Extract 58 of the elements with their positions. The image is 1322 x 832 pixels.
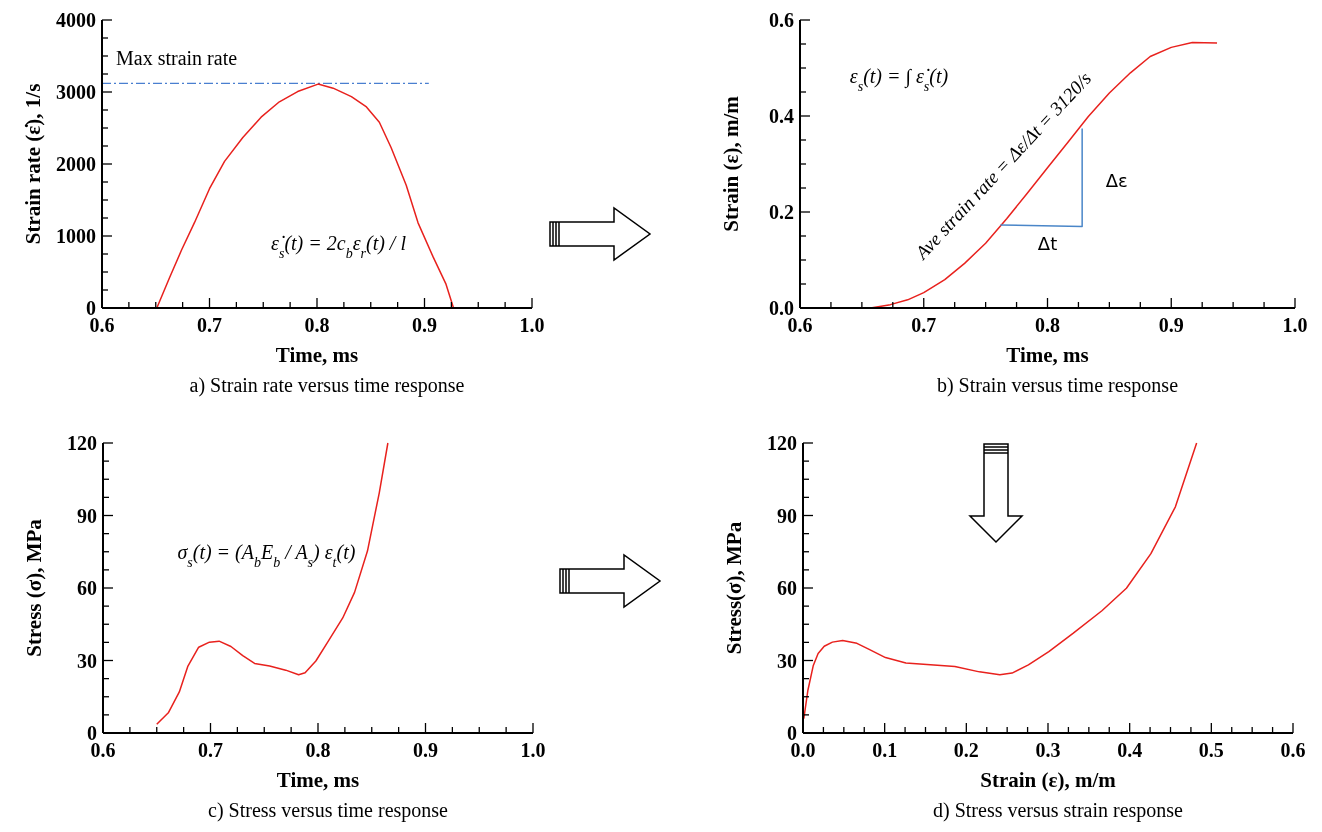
y-tick-label: 90 — [777, 504, 797, 527]
y-tick-label: 4000 — [56, 9, 96, 31]
ref-line-label: Max strain rate — [116, 47, 238, 70]
y-tick-label: 2000 — [56, 153, 96, 175]
x-tick-label: 0.2 — [953, 739, 979, 761]
x-tick-label: 0.4 — [1117, 739, 1143, 761]
annotation: Δε — [1105, 170, 1128, 192]
x-tick-label: 0.9 — [1158, 314, 1184, 336]
x-axis-title: Strain (ε), m/m — [980, 768, 1117, 792]
y-tick-label: 30 — [777, 649, 797, 672]
x-axis-title: Time, ms — [1006, 343, 1089, 367]
y-tick-label: 3000 — [56, 81, 96, 103]
y-tick-label: 120 — [767, 432, 797, 454]
x-tick-label: 0.8 — [305, 739, 331, 761]
annotation: ε$_{s}$(t) = ∫ ε̇$_{s}$(t) — [849, 65, 949, 94]
y-axis-title: Stress(σ), MPa — [722, 521, 746, 655]
y-tick-label: 0 — [787, 722, 797, 744]
text: d) Stress versus strain response — [933, 799, 1184, 822]
y-tick-label: 30 — [77, 649, 97, 672]
text: b) Strain versus time response — [936, 374, 1179, 397]
line-series — [156, 442, 389, 726]
x-tick-label: 0.7 — [197, 314, 222, 336]
x-tick-label: 0.3 — [1035, 739, 1061, 761]
x-tick-label: 0.9 — [413, 739, 438, 761]
y-tick-label: 90 — [77, 504, 97, 527]
x-tick-label: 0.1 — [872, 739, 898, 761]
text: σ$_{s}$(t) = (A$_{b}$E$_{b}$ / A$_{s}$) ε$_{t}$(t) — [177, 541, 356, 570]
x-tick-label: 1.0 — [520, 739, 546, 761]
x-tick-label: 1.0 — [1282, 314, 1308, 336]
x-tick-label: 0.8 — [1035, 314, 1060, 336]
line-series — [803, 442, 1198, 720]
line-series — [156, 83, 455, 309]
text: a) Strain rate versus time response — [189, 374, 465, 397]
x-tick-label: 0.5 — [1198, 739, 1224, 761]
y-tick-label: 0.0 — [769, 297, 794, 319]
y-tick-label: 120 — [67, 432, 97, 454]
x-tick-label: 0.7 — [198, 739, 223, 761]
text: c) Stress versus time response — [208, 799, 449, 822]
y-axis-title: Stress (σ), MPa — [22, 518, 46, 657]
y-axis-title: Strain (ε), m/m — [719, 95, 743, 232]
y-tick-label: 0 — [86, 297, 96, 319]
y-tick-label: 0.4 — [769, 105, 794, 127]
y-axis-title: Strain rate (ε̇), 1/s — [21, 83, 45, 245]
x-tick-label: 0.7 — [911, 314, 937, 336]
x-tick-label: 0.6 — [1280, 739, 1306, 761]
y-tick-label: 1000 — [56, 225, 96, 247]
y-tick-label: 60 — [77, 577, 97, 599]
y-tick-label: 0.2 — [769, 201, 794, 223]
y-tick-label: 60 — [777, 577, 797, 599]
x-axis-title: Time, ms — [276, 768, 360, 792]
x-tick-label: 0.8 — [304, 314, 330, 336]
y-tick-label: 0.6 — [769, 9, 794, 31]
annotation: ε̇$_{s}$(t) = 2c$_{b}$ε$_{r}$(t) / l — [271, 232, 407, 261]
y-tick-label: 0 — [87, 722, 97, 744]
annotation: Δt — [1037, 233, 1058, 255]
x-tick-label: 0.9 — [412, 314, 437, 336]
x-tick-label: 1.0 — [519, 314, 545, 336]
x-axis-title: Time, ms — [275, 343, 359, 367]
